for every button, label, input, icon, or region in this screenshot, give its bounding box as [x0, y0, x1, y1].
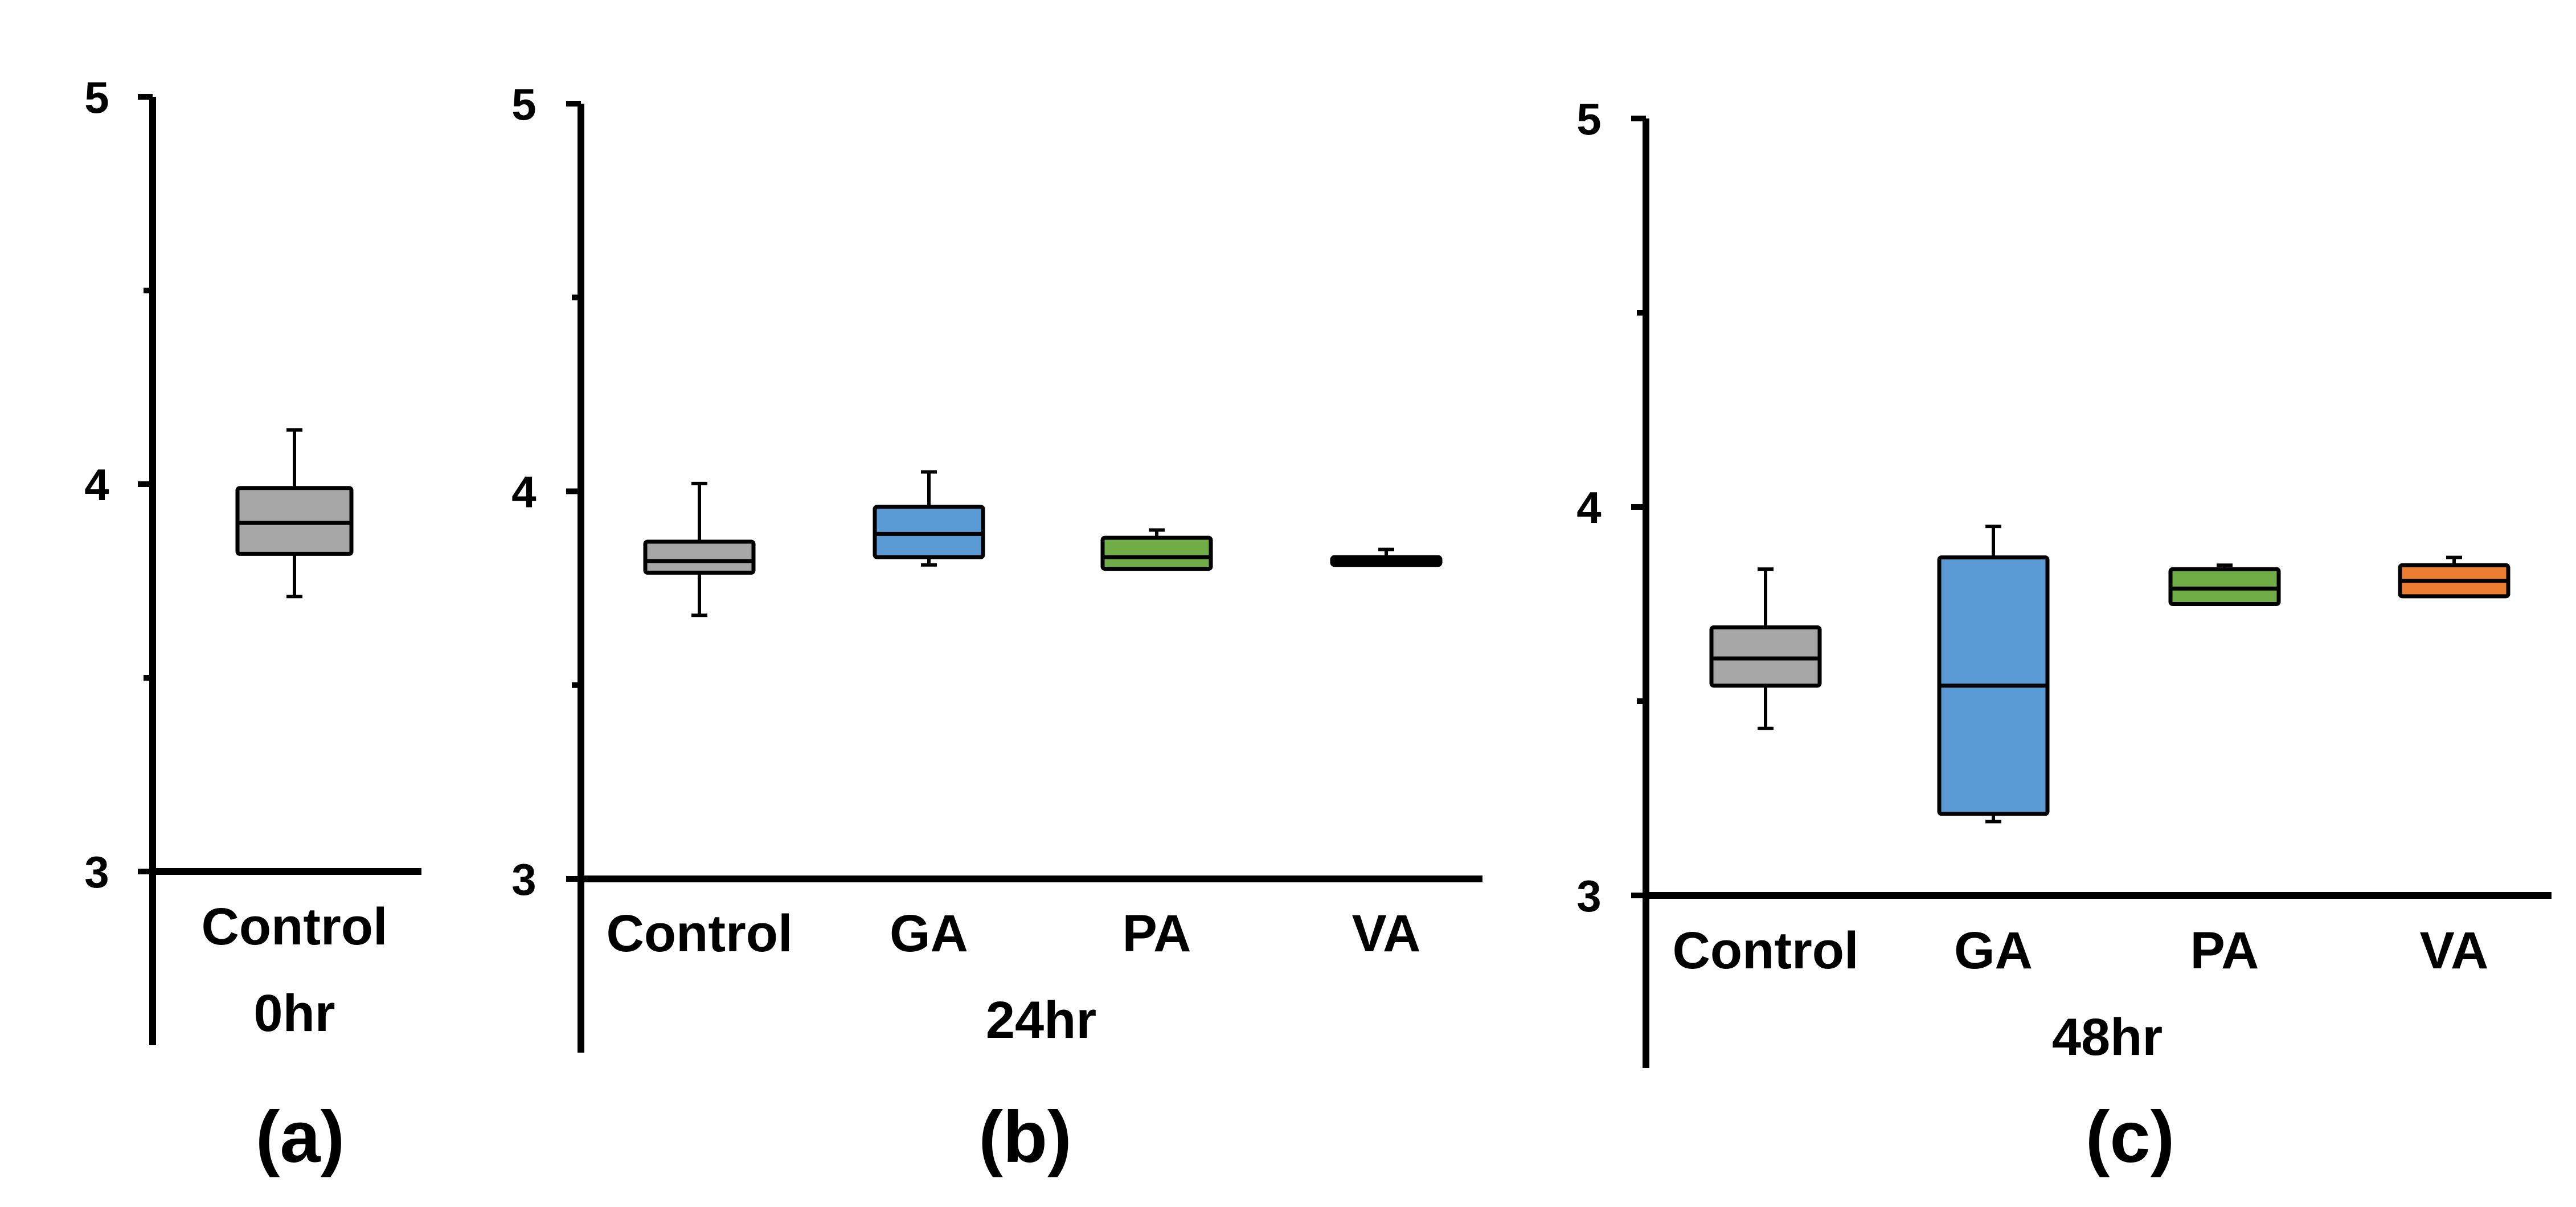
- x-category-label: GA: [890, 905, 968, 963]
- iqr-box: [1100, 535, 1213, 571]
- box-control: [235, 428, 354, 599]
- group-label: 24hr: [986, 991, 1096, 1049]
- x-category-label: GA: [1954, 922, 2033, 980]
- y-tick-label: 3: [1576, 871, 1601, 921]
- panel-a: 3 4 5 Control 0hr (a): [84, 72, 421, 1178]
- x-category-label: PA: [1123, 905, 1191, 963]
- panel-label: (a): [256, 1096, 345, 1178]
- box-control: [643, 481, 756, 617]
- y-tick-label: 4: [1576, 482, 1601, 533]
- box-ga: [1937, 525, 2050, 824]
- box-control: [1709, 567, 1822, 730]
- y-tick-label: 3: [511, 854, 536, 905]
- panel-label: (b): [978, 1096, 1071, 1178]
- group-label: 0hr: [253, 984, 335, 1042]
- box-pa: [2168, 563, 2281, 606]
- y-tick-label: 5: [84, 72, 109, 122]
- y-tick-label: 5: [1576, 94, 1601, 144]
- box-va: [2398, 555, 2511, 599]
- x-category-label: Control: [201, 898, 387, 956]
- y-tick-label: 3: [84, 847, 109, 897]
- panel-label: (c): [2086, 1096, 2174, 1178]
- y-tick-label: 4: [511, 467, 536, 517]
- y-tick-label: 5: [511, 79, 536, 129]
- x-category-label: PA: [2190, 922, 2259, 980]
- x-category-label: VA: [2420, 922, 2489, 980]
- box-ga: [873, 470, 985, 567]
- panel-b: 3 4 5 Control GA PA VA 24hr (b): [511, 79, 1482, 1178]
- panel-c: 3 4 5 Control GA PA VA 48hr (c): [1576, 94, 2552, 1178]
- box-va: [1330, 547, 1443, 567]
- x-category-label: Control: [1672, 922, 1858, 980]
- box-pa: [1100, 528, 1213, 571]
- group-label: 48hr: [2052, 1008, 2163, 1066]
- x-category-label: VA: [1352, 905, 1421, 963]
- y-tick-label: 4: [84, 460, 109, 510]
- x-category-label: Control: [606, 905, 792, 963]
- iqr-box: [643, 539, 756, 575]
